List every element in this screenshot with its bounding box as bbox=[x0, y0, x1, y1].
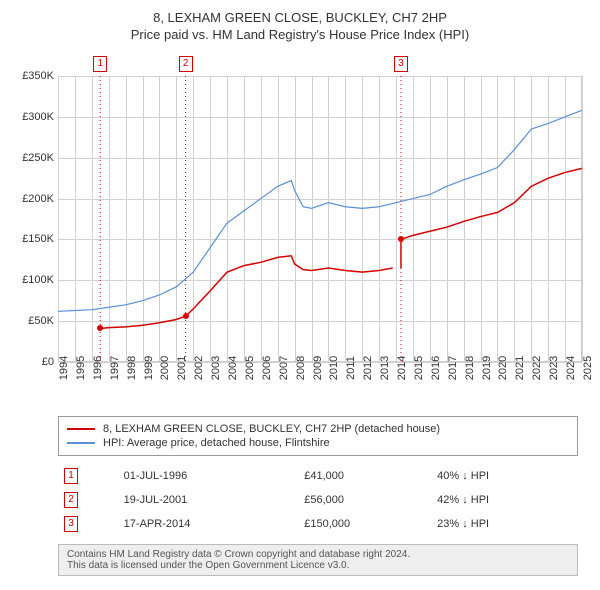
sale-marker-box: 2 bbox=[179, 56, 193, 72]
chart-lines bbox=[8, 50, 592, 410]
series-line-hpi bbox=[58, 110, 582, 311]
table-row: 2 19-JUL-2001 £56,000 42% ↓ HPI bbox=[58, 488, 578, 512]
legend-item-property: 8, LEXHAM GREEN CLOSE, BUCKLEY, CH7 2HP … bbox=[67, 423, 569, 435]
sale-point bbox=[183, 313, 189, 319]
footer-line1: Contains HM Land Registry data © Crown c… bbox=[67, 549, 569, 560]
sale-marker-badge: 3 bbox=[64, 516, 78, 532]
footer-line2: This data is licensed under the Open Gov… bbox=[67, 560, 569, 571]
sale-date: 19-JUL-2001 bbox=[118, 488, 299, 512]
sale-marker-box: 3 bbox=[394, 56, 408, 72]
sale-price: £41,000 bbox=[298, 464, 431, 488]
sale-point bbox=[97, 325, 103, 331]
sales-table: 1 01-JUL-1996 £41,000 40% ↓ HPI 2 19-JUL… bbox=[58, 464, 578, 536]
sale-price: £150,000 bbox=[298, 512, 431, 536]
table-row: 1 01-JUL-1996 £41,000 40% ↓ HPI bbox=[58, 464, 578, 488]
sale-date: 01-JUL-1996 bbox=[118, 464, 299, 488]
price-chart: £0£50K£100K£150K£200K£250K£300K£350K1994… bbox=[8, 50, 592, 410]
sale-marker-box: 1 bbox=[93, 56, 107, 72]
series-line-property bbox=[401, 168, 582, 239]
sale-price: £56,000 bbox=[298, 488, 431, 512]
sale-hpi-diff: 42% ↓ HPI bbox=[431, 488, 578, 512]
chart-title-address: 8, LEXHAM GREEN CLOSE, BUCKLEY, CH7 2HP bbox=[8, 10, 592, 25]
sale-date: 17-APR-2014 bbox=[118, 512, 299, 536]
table-row: 3 17-APR-2014 £150,000 23% ↓ HPI bbox=[58, 512, 578, 536]
sale-hpi-diff: 40% ↓ HPI bbox=[431, 464, 578, 488]
chart-title-block: 8, LEXHAM GREEN CLOSE, BUCKLEY, CH7 2HP … bbox=[8, 10, 592, 42]
legend-item-hpi: HPI: Average price, detached house, Flin… bbox=[67, 437, 569, 449]
series-line-property bbox=[100, 256, 392, 329]
legend-swatch-property bbox=[67, 428, 95, 430]
chart-title-subtitle: Price paid vs. HM Land Registry's House … bbox=[8, 27, 592, 42]
legend-label-property: 8, LEXHAM GREEN CLOSE, BUCKLEY, CH7 2HP … bbox=[103, 423, 440, 435]
sale-hpi-diff: 23% ↓ HPI bbox=[431, 512, 578, 536]
legend-swatch-hpi bbox=[67, 442, 95, 444]
legend-label-hpi: HPI: Average price, detached house, Flin… bbox=[103, 437, 330, 449]
sale-point bbox=[398, 236, 404, 242]
attribution-footer: Contains HM Land Registry data © Crown c… bbox=[58, 544, 578, 576]
sale-marker-badge: 1 bbox=[64, 468, 78, 484]
sale-marker-badge: 2 bbox=[64, 492, 78, 508]
chart-legend: 8, LEXHAM GREEN CLOSE, BUCKLEY, CH7 2HP … bbox=[58, 416, 578, 456]
